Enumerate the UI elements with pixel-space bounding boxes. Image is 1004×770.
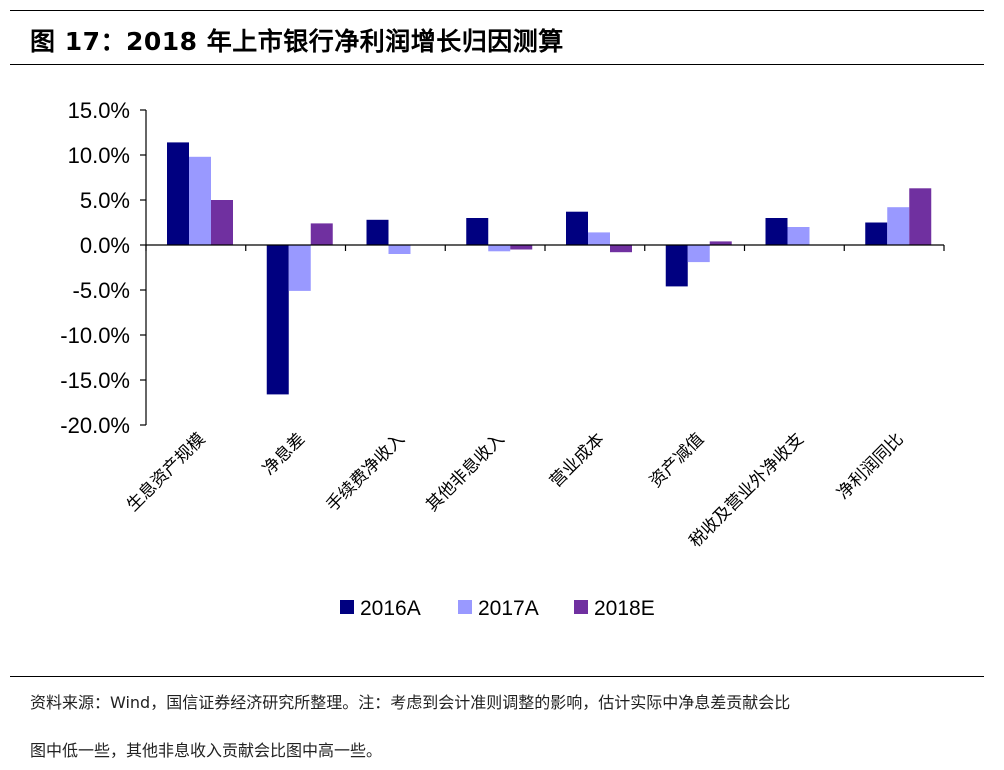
bars-group [167,142,932,395]
x-category-label: 其他非息收入 [422,429,508,515]
bar-2018E-1 [310,223,333,245]
legend: 2016A 2017A 2018E [340,597,655,620]
bar-2017A-0 [189,156,211,245]
bar-2016A-2 [366,219,389,245]
legend-swatch-2018E [574,600,588,614]
bar-2018E-4 [610,245,632,253]
bar-2016A-5 [665,245,688,287]
x-category-label: 净息差 [259,429,309,479]
bar-2016A-4 [566,211,588,245]
bar-2017A-4 [588,232,610,245]
legend-label: 2016A [360,597,421,620]
bar-2017A-3 [488,245,511,252]
bar-2017A-2 [388,245,411,254]
bar-2017A-5 [687,245,710,263]
bar-2018E-0 [211,200,233,245]
x-category-label: 资产减值 [646,429,708,491]
y-tick-label: 10.0% [68,143,130,168]
bar-2016A-3 [466,218,489,245]
y-tick-label: -10.0% [60,323,130,348]
bar-chart: 15.0% 10.0% 5.0% 0.0% -5.0% -10.0% -15.0% -20.0… [60,98,945,620]
bar-2016A-0 [167,142,189,245]
bar-2018E-5 [709,241,732,245]
legend-swatch-2016A [340,600,354,614]
bar-2018E-3 [510,245,533,250]
y-tick-label: 15.0% [68,98,130,123]
x-category-label: 手续费净收入 [323,429,409,515]
footnote-line-2: 图中低一些，其他非息收入贡献会比图中高一些。 [30,741,383,760]
figure-title: 图 17：2018 年上市银行净利润增长归因测算 [30,27,564,56]
bar-2018E-7 [909,188,932,245]
footnote-line-1: 资料来源：Wind，国信证券经济研究所整理。注：考虑到会计准则调整的影响，估计实… [30,693,791,712]
x-category-label: 净利润同比 [833,429,907,503]
top-rule [10,10,984,11]
legend-label: 2017A [478,597,539,620]
legend-swatch-2017A [458,600,472,614]
x-category-label: 营业成本 [546,429,608,491]
bar-2016A-6 [765,218,788,245]
y-axis: 15.0% 10.0% 5.0% 0.0% -5.0% -10.0% -15.0% -20.0… [60,98,147,438]
bar-2017A-6 [787,227,810,245]
y-tick-label: 5.0% [80,188,130,213]
title-rule [10,64,984,65]
y-tick-label: 0.0% [80,233,130,258]
x-category-label: 生息资产规模 [123,429,209,515]
y-tick-label: -5.0% [73,278,130,303]
bar-2017A-1 [288,245,311,291]
y-tick-label: -15.0% [60,368,130,393]
legend-label: 2018E [594,597,655,620]
bar-2017A-7 [887,207,910,245]
bottom-rule [10,676,984,677]
bar-2016A-7 [865,222,888,245]
bar-2016A-1 [266,245,289,395]
y-tick-label: -20.0% [60,413,130,438]
